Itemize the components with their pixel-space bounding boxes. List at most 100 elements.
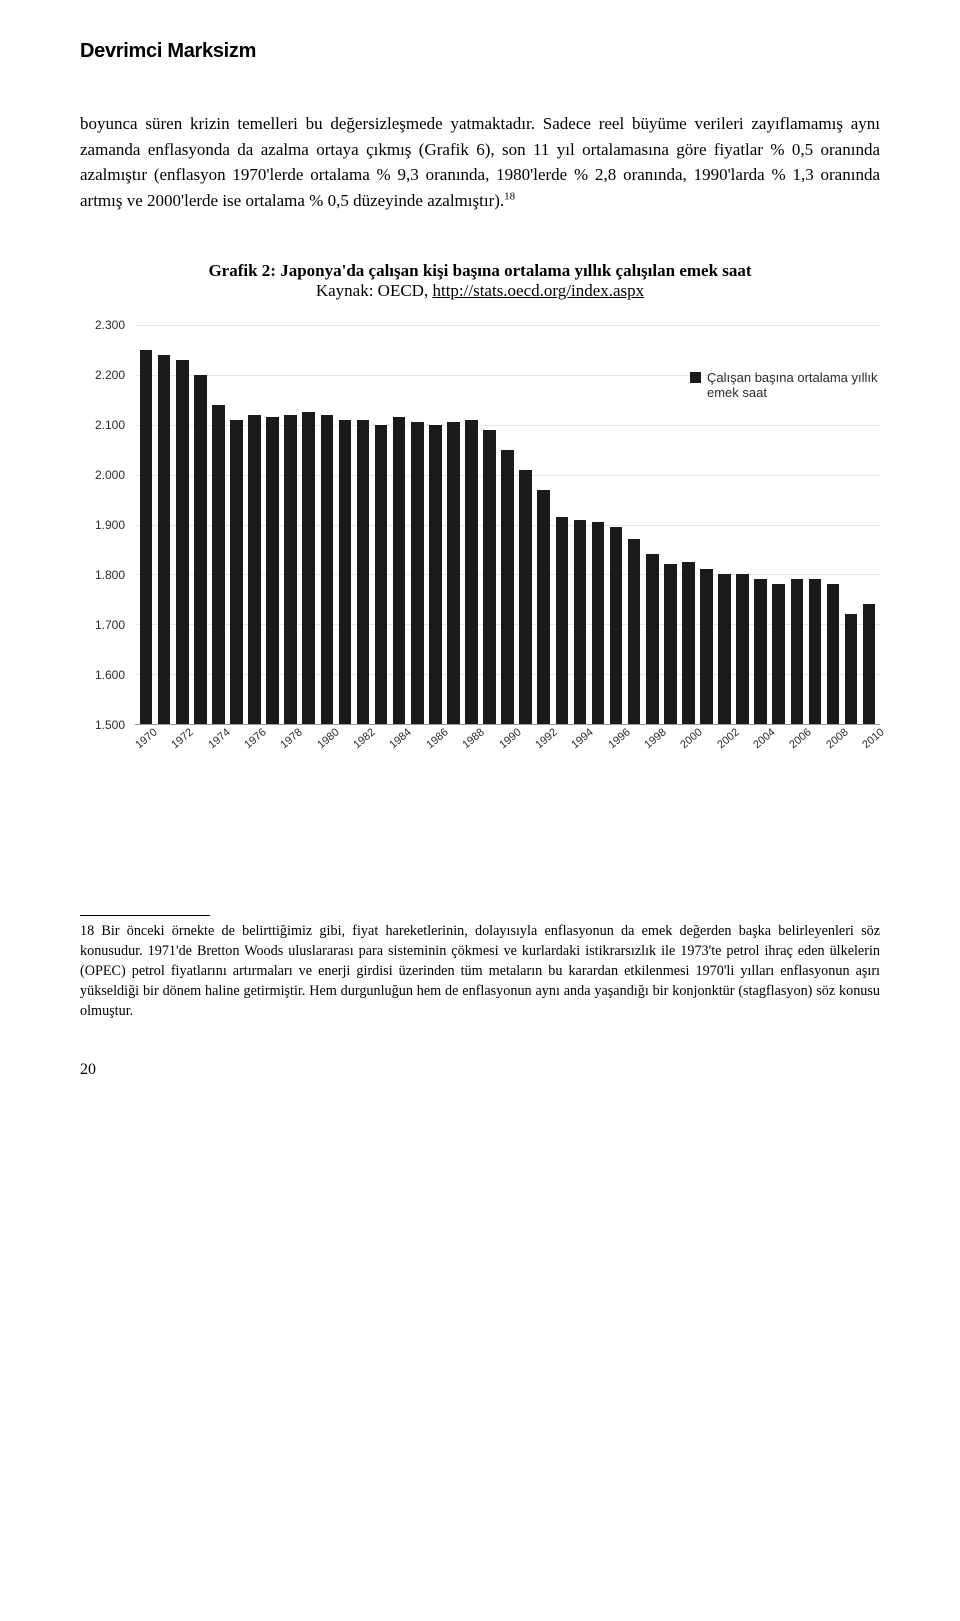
bar: [501, 450, 514, 724]
x-tick-label: 2006: [787, 726, 813, 751]
bar: [592, 522, 605, 724]
bar-slot: [282, 325, 300, 724]
bar: [447, 422, 460, 724]
chart-source-link[interactable]: http://stats.oecd.org/index.aspx: [432, 281, 644, 300]
bar: [700, 569, 713, 724]
bar: [158, 355, 171, 724]
x-tick-label: 1990: [497, 726, 523, 751]
bar-slot: [426, 325, 444, 724]
body-superscript: 18: [504, 190, 515, 202]
bar: [809, 579, 822, 724]
x-tick-label: 1986: [424, 726, 450, 751]
x-tick-label: 1978: [279, 726, 305, 751]
x-tick-label: 1972: [170, 726, 196, 751]
footnote-separator: [80, 915, 210, 916]
bar: [429, 425, 442, 724]
bar: [483, 430, 496, 724]
bar: [176, 360, 189, 724]
bar: [845, 614, 858, 724]
y-tick-label: 2.000: [80, 468, 125, 482]
bar: [664, 564, 677, 724]
bar: [302, 412, 315, 724]
chart-caption: Grafik 2: Japonya'da çalışan kişi başına…: [130, 261, 830, 301]
bar-slot: [354, 325, 372, 724]
x-tick-label: 1980: [315, 726, 341, 751]
footnote-text: Bir önceki örnekte de belirttiğimiz gibi…: [80, 923, 880, 1019]
bar: [610, 527, 623, 724]
x-tick-label: 2000: [678, 726, 704, 751]
bar: [556, 517, 569, 724]
bar-slot: [372, 325, 390, 724]
bar-slot: [227, 325, 245, 724]
x-tick-label: 1994: [569, 726, 595, 751]
x-tick-label: 1992: [533, 726, 559, 751]
x-tick-label: 1988: [460, 726, 486, 751]
bar: [736, 574, 749, 724]
x-tick-label: 2010: [860, 726, 886, 751]
chart-caption-bold: Grafik 2: Japonya'da çalışan kişi başına…: [130, 261, 830, 281]
bar-slot: [318, 325, 336, 724]
y-tick-label: 1.900: [80, 518, 125, 532]
bar: [646, 554, 659, 724]
body-paragraph: boyunca süren krizin temelleri bu değers…: [80, 111, 880, 213]
bar-chart: 2.3002.2002.1002.0001.9001.8001.7001.600…: [80, 325, 880, 765]
bar: [827, 584, 840, 724]
chart-legend: Çalışan başına ortalama yıllık emek saat: [690, 370, 880, 400]
y-tick-label: 2.300: [80, 318, 125, 332]
bar: [266, 417, 279, 724]
bar: [393, 417, 406, 724]
bar-slot: [480, 325, 498, 724]
y-tick-label: 1.800: [80, 568, 125, 582]
bar: [628, 539, 641, 724]
bar-slot: [408, 325, 426, 724]
legend-label: Çalışan başına ortalama yıllık emek saat: [707, 370, 880, 400]
bar: [212, 405, 225, 724]
x-tick-label: 1974: [206, 726, 232, 751]
x-tick-label: 2008: [824, 726, 850, 751]
bar-slot: [571, 325, 589, 724]
bar: [357, 420, 370, 724]
bar: [339, 420, 352, 724]
bar-slot: [643, 325, 661, 724]
bar: [682, 562, 695, 724]
bar-slot: [462, 325, 480, 724]
x-tick-label: 1998: [642, 726, 668, 751]
y-tick-label: 1.500: [80, 718, 125, 732]
bar-slot: [209, 325, 227, 724]
x-axis: 1970 1972 1974 1976 1978 1980 1982 1984 1986 1988…: [135, 727, 880, 765]
chart-caption-plain: Kaynak: OECD,: [316, 281, 433, 300]
legend-swatch: [690, 372, 701, 383]
x-tick-label: 2004: [751, 726, 777, 751]
y-axis: 2.3002.2002.1002.0001.9001.8001.7001.600…: [80, 325, 130, 725]
bar: [791, 579, 804, 724]
x-tick-label: 1982: [351, 726, 377, 751]
bar-slot: [173, 325, 191, 724]
bar-slot: [137, 325, 155, 724]
bar-slot: [499, 325, 517, 724]
page-number: 20: [80, 1061, 880, 1079]
chart-caption-source: Kaynak: OECD, http://stats.oecd.org/inde…: [130, 281, 830, 301]
y-tick-label: 1.600: [80, 668, 125, 682]
bar: [537, 490, 550, 724]
bar-slot: [517, 325, 535, 724]
footnote-number: 18: [80, 923, 94, 939]
bar: [574, 520, 587, 724]
x-tick-label: 1984: [388, 726, 414, 751]
x-tick-label: 2002: [715, 726, 741, 751]
bar: [411, 422, 424, 724]
y-tick-label: 2.200: [80, 368, 125, 382]
bar: [772, 584, 785, 724]
bar: [321, 415, 334, 724]
footnote: 18 Bir önceki örnekte de belirttiğimiz g…: [80, 922, 880, 1021]
bar-slot: [300, 325, 318, 724]
bar: [465, 420, 478, 724]
x-tick-label: 1976: [242, 726, 268, 751]
x-tick-label: 1996: [606, 726, 632, 751]
bar-slot: [245, 325, 263, 724]
bar-slot: [390, 325, 408, 724]
bar-slot: [191, 325, 209, 724]
x-tick-label: 1970: [133, 726, 159, 751]
bar: [284, 415, 297, 724]
bar: [754, 579, 767, 724]
bar: [194, 375, 207, 724]
